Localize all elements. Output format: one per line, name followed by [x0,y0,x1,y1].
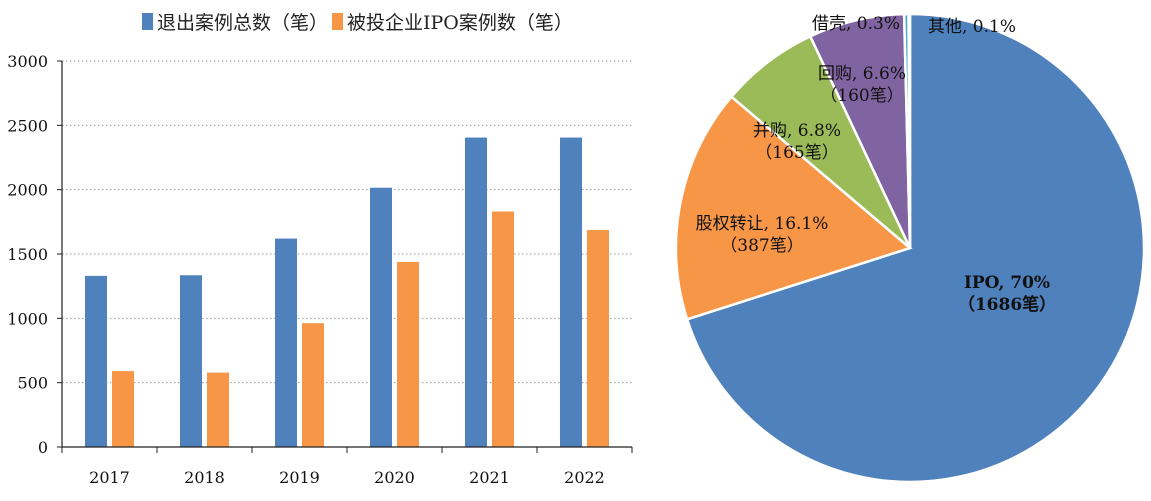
pie-labels: IPO, 70%（1686笔） 股权转让, 16.1%（387笔） 并购, 6.8%… [696,14,1057,315]
bar-ipo-2019 [302,323,324,447]
y-tick-label: 1500 [7,245,48,264]
y-axis-ticks: 0 500 1000 1500 2000 2500 3000 [7,52,62,457]
bar-exits-2020 [370,187,392,447]
bar-exits-2017 [85,275,107,447]
y-tick-label: 1000 [7,309,48,328]
bar-ipo-2018 [207,372,229,447]
bar-legend: 退出案例总数（笔） 被投企业IPO案例数（笔） [142,12,573,34]
pie-count-buyback: （160笔） [820,86,903,106]
x-tick-label: 2018 [184,468,225,487]
x-tick-label: 2022 [564,468,605,487]
pie-label-ipo: IPO, 70% [964,273,1050,293]
bar-exits-2018 [180,275,202,447]
bar-series [85,137,609,447]
legend-swatch-ipo [332,13,343,30]
pie-count-equity-transfer: （387笔） [720,236,803,256]
pie-label-equity-transfer: 股权转让, 16.1% [696,214,829,234]
x-tick-label: 2021 [469,468,510,487]
pie-chart: IPO, 70%（1686笔） 股权转让, 16.1%（387笔） 并购, 6.8%… [674,12,1146,484]
y-tick-label: 500 [17,374,48,393]
bar-ipo-2022 [587,230,609,447]
bar-ipo-2017 [112,371,134,447]
legend-label-exits: 退出案例总数（笔） [157,12,328,34]
y-tick-label: 2500 [7,116,48,135]
x-tick-label: 2019 [279,468,320,487]
pie-slices [674,12,1146,484]
pie-count-ipo: （1686笔） [958,294,1056,315]
pie-label-backdoor: 借壳, 0.3% [812,14,900,34]
x-tick-label: 2017 [89,468,130,487]
pie-label-other: 其他, 0.1% [928,17,1016,37]
bar-chart: 退出案例总数（笔） 被投企业IPO案例数（笔） 0 500 1000 1500 2000… [7,12,633,487]
x-axis-ticks: 2017 2018 2019 2020 2021 2022 [61,61,633,487]
legend-swatch-exits [142,13,153,30]
bar-ipo-2020 [397,261,419,447]
bar-exits-2021 [465,137,487,447]
pie-label-buyback: 回购, 6.6% [818,64,906,84]
bar-exits-2022 [560,137,582,447]
y-tick-label: 3000 [7,52,48,71]
bar-gridlines [62,60,632,384]
bar-ipo-2021 [492,211,514,447]
pie-slice-ipo [685,12,1146,484]
pie-slice-other [907,12,912,249]
x-tick-label: 2020 [374,468,415,487]
pie-count-ma: （165笔） [755,143,838,163]
pie-label-ma: 并购, 6.8% [753,121,841,141]
pie-slice-equity-transfer [674,94,913,321]
bar-exits-2019 [275,238,297,447]
y-tick-label: 2000 [7,181,48,200]
y-tick-label: 0 [38,438,48,457]
legend-label-ipo: 被投企业IPO案例数（笔） [347,12,573,34]
